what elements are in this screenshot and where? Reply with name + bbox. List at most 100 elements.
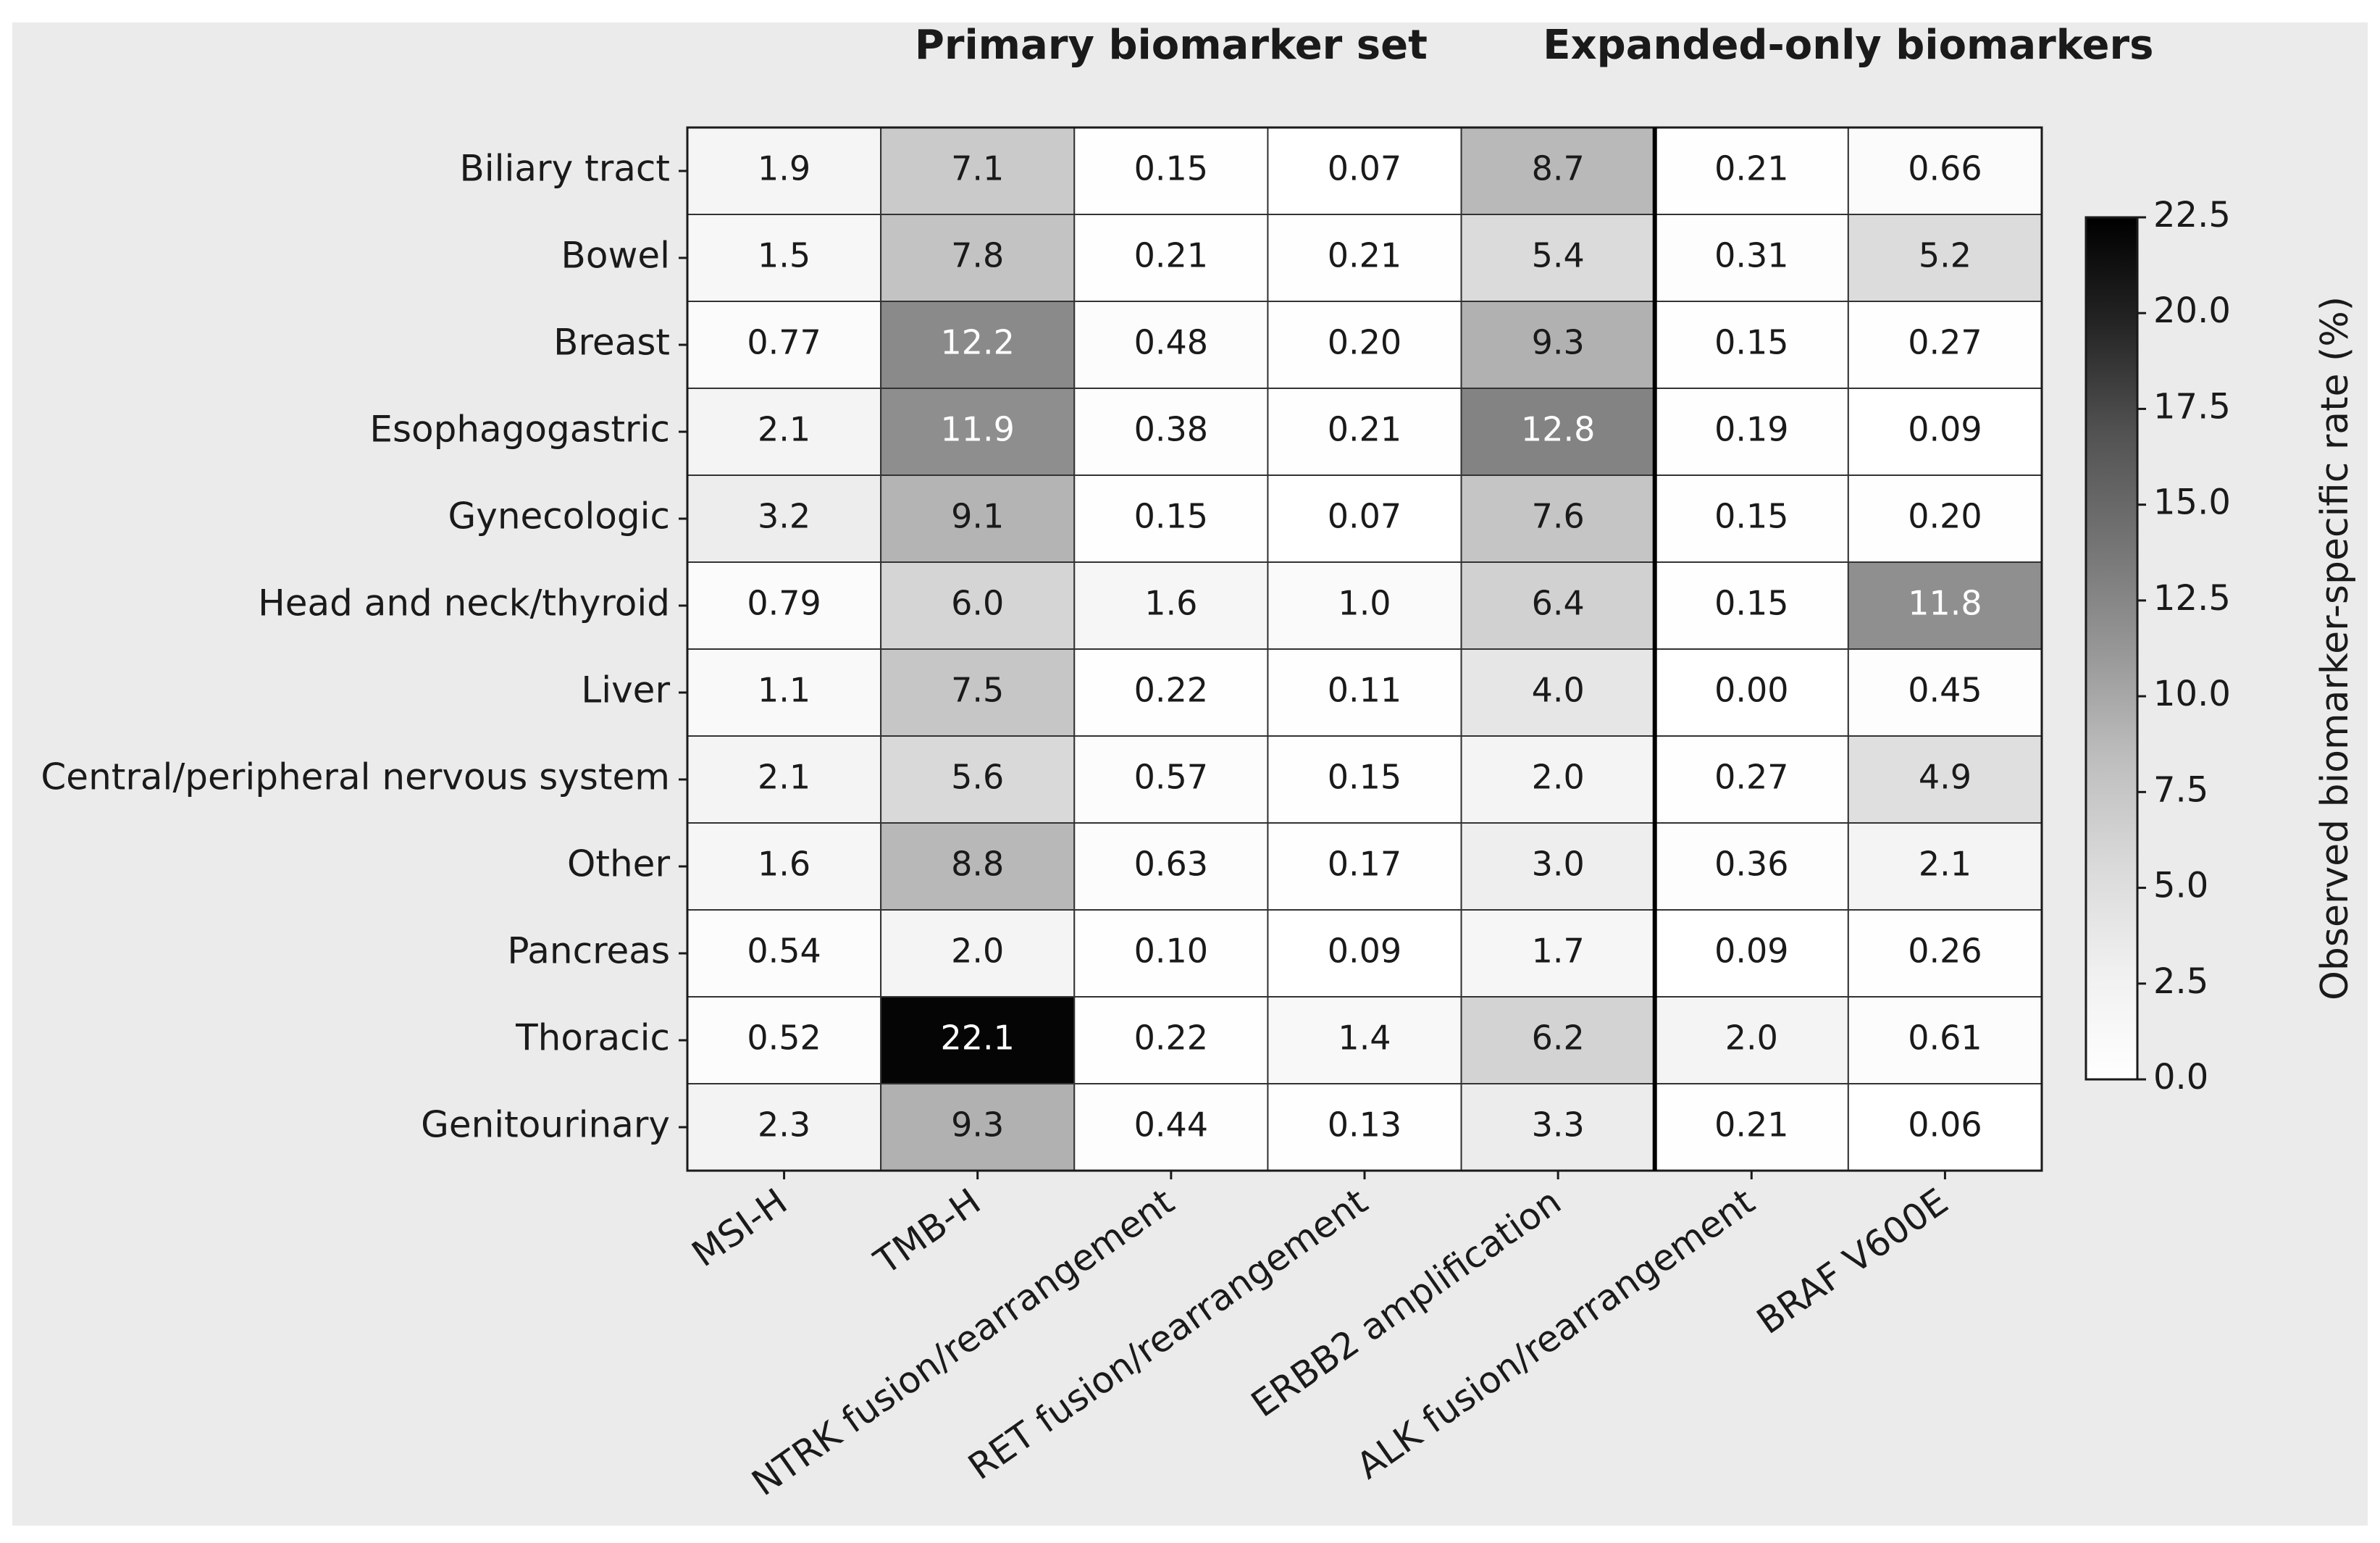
heatmap-cell xyxy=(1654,561,1849,650)
cell-label: 0.27 xyxy=(1714,758,1788,797)
heatmap-cell xyxy=(1654,214,1849,302)
cell-label: 0.48 xyxy=(1134,323,1208,362)
heatmap-cell xyxy=(1847,301,2043,389)
heatmap-cell xyxy=(1073,561,1269,650)
colorbar-tick-label: 7.5 xyxy=(2153,769,2208,810)
heatmap-cell xyxy=(1460,648,1656,737)
cell-label: 12.2 xyxy=(941,323,1015,362)
heatmap-cell xyxy=(1267,561,1462,650)
heatmap-cell xyxy=(1847,822,2043,911)
cell-label: 0.17 xyxy=(1328,845,1401,884)
cell-label: 0.52 xyxy=(747,1019,821,1058)
y-tick-label: Esophagogastric xyxy=(369,409,670,451)
cell-label: 1.9 xyxy=(758,149,810,188)
cell-label: 0.31 xyxy=(1714,236,1788,275)
cell-label: 3.2 xyxy=(758,497,810,536)
heatmap-cell xyxy=(1460,909,1656,998)
heatmap-cell xyxy=(1073,735,1269,824)
cell-label: 8.7 xyxy=(1532,149,1585,188)
cell-label: 4.9 xyxy=(1919,758,1972,797)
cell-label: 11.8 xyxy=(1908,584,1982,623)
cell-label: 0.13 xyxy=(1328,1105,1401,1145)
heatmap-cell xyxy=(1267,301,1462,389)
heatmap-cell xyxy=(1267,1083,1462,1171)
cell-label: 0.54 xyxy=(747,932,821,971)
cell-label: 0.09 xyxy=(1714,932,1788,971)
heatmap-cell xyxy=(1847,214,2043,302)
cell-label: 0.15 xyxy=(1714,584,1788,623)
heatmap-cell xyxy=(1847,735,2043,824)
cell-label: 0.22 xyxy=(1134,1019,1208,1058)
cell-label: 0.00 xyxy=(1714,671,1788,710)
heatmap-cell xyxy=(687,127,882,215)
cell-label: 0.45 xyxy=(1908,671,1982,710)
cell-label: 2.3 xyxy=(758,1105,810,1145)
colorbar-tick-label: 17.5 xyxy=(2153,386,2231,427)
cell-label: 0.10 xyxy=(1134,932,1208,971)
y-tick-label: Breast xyxy=(553,322,670,364)
heatmap-cell xyxy=(1267,996,1462,1084)
cell-label: 2.0 xyxy=(1725,1019,1778,1058)
cell-label: 8.8 xyxy=(951,845,1004,884)
cell-label: 1.0 xyxy=(1338,584,1391,623)
heatmap-cell xyxy=(1073,388,1269,476)
cell-label: 0.15 xyxy=(1328,758,1401,797)
cell-label: 0.15 xyxy=(1134,497,1208,536)
y-tick-label: Other xyxy=(567,843,670,885)
heatmap-cell xyxy=(880,301,1076,389)
cell-label: 1.6 xyxy=(758,845,810,884)
y-tick-label: Biliary tract xyxy=(459,148,670,190)
cell-label: 4.0 xyxy=(1532,671,1585,710)
cell-label: 22.1 xyxy=(941,1019,1015,1058)
cell-label: 0.20 xyxy=(1908,497,1982,536)
heatmap-cell xyxy=(1073,301,1269,389)
cell-label: 0.21 xyxy=(1328,410,1401,449)
cell-label: 0.26 xyxy=(1908,932,1982,971)
cell-label: 7.1 xyxy=(951,149,1004,188)
colorbar-label: Observed biomarker-specific rate (%) xyxy=(2313,296,2357,1000)
cell-label: 2.1 xyxy=(1919,845,1972,884)
heatmap-cell xyxy=(687,388,882,476)
cell-label: 0.11 xyxy=(1328,671,1401,710)
heatmap-cell xyxy=(880,822,1076,911)
cell-label: 1.7 xyxy=(1532,932,1585,971)
heatmap-cell xyxy=(687,301,882,389)
cell-label: 2.0 xyxy=(1532,758,1585,797)
heatmap-cell xyxy=(687,735,882,824)
cell-label: 0.27 xyxy=(1908,323,1982,362)
cell-label: 0.21 xyxy=(1134,236,1208,275)
heatmap-cell xyxy=(880,214,1076,302)
cell-label: 9.3 xyxy=(1532,323,1585,362)
heatmap-cell xyxy=(1073,1083,1269,1171)
y-tick-label: Gynecologic xyxy=(448,495,670,538)
heatmap-cell xyxy=(1073,127,1269,215)
cell-label: 0.20 xyxy=(1328,323,1401,362)
y-tick-label: Liver xyxy=(581,669,670,711)
heatmap-cell xyxy=(1073,996,1269,1084)
heatmap-cell xyxy=(1460,214,1656,302)
cell-label: 9.3 xyxy=(951,1105,1004,1145)
heatmap-cell xyxy=(1654,735,1849,824)
cell-label: 12.8 xyxy=(1521,410,1595,449)
cell-label: 6.2 xyxy=(1532,1019,1585,1058)
colorbar-tick-label: 15.0 xyxy=(2153,482,2231,523)
cell-label: 0.15 xyxy=(1134,149,1208,188)
colorbar-tick-label: 5.0 xyxy=(2153,866,2208,906)
y-tick-label: Bowel xyxy=(561,235,670,277)
heatmap-cell xyxy=(1654,909,1849,998)
y-tick-label: Central/peripheral nervous system xyxy=(41,756,670,798)
cell-label: 5.6 xyxy=(951,758,1004,797)
cell-label: 0.06 xyxy=(1908,1105,1982,1145)
heatmap-cell xyxy=(880,996,1076,1084)
cell-label: 0.09 xyxy=(1328,932,1401,971)
cell-label: 7.6 xyxy=(1532,497,1585,536)
heatmap-cell xyxy=(1847,474,2043,563)
heatmap-cell xyxy=(1654,301,1849,389)
cell-label: 0.57 xyxy=(1134,758,1208,797)
cell-label: 1.6 xyxy=(1144,584,1197,623)
cell-label: 6.4 xyxy=(1532,584,1585,623)
colorbar xyxy=(2084,216,2139,1081)
heatmap-cell xyxy=(880,474,1076,563)
cell-label: 3.3 xyxy=(1532,1105,1585,1145)
